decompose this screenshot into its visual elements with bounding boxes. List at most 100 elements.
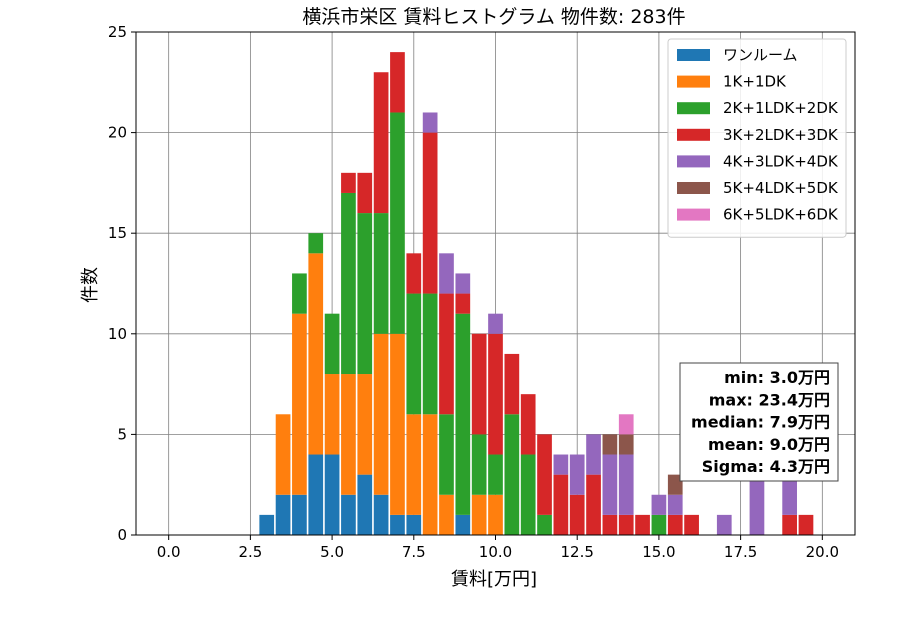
histogram-bar	[471, 333, 487, 435]
y-tick-label: 25	[108, 23, 127, 41]
histogram-bar	[422, 414, 438, 535]
histogram-bar	[488, 494, 503, 535]
histogram-bar	[553, 474, 569, 535]
histogram-bar	[455, 293, 471, 314]
histogram-bar	[439, 414, 454, 495]
histogram-bar	[602, 454, 618, 515]
x-tick-label: 12.5	[561, 543, 594, 561]
histogram-bar	[618, 514, 634, 535]
histogram-bar	[292, 313, 307, 495]
chart-title: 横浜市栄区 賃料ヒストグラム 物件数: 283件	[302, 6, 685, 28]
histogram-bar	[357, 172, 373, 214]
x-axis-label: 賃料[万円]	[451, 569, 537, 590]
legend-label: 6K+5LDK+6DK	[723, 206, 839, 224]
legend-swatch	[677, 102, 710, 115]
histogram-bar	[390, 112, 405, 334]
legend-swatch	[677, 182, 710, 194]
histogram-bar	[341, 374, 356, 495]
legend-label: 1K+1DK	[723, 73, 787, 91]
histogram-bar	[324, 454, 340, 535]
legend-label: ワンルーム	[723, 46, 798, 64]
histogram-bar	[390, 333, 405, 515]
histogram-bar	[292, 494, 307, 535]
histogram-bar	[537, 514, 552, 535]
histogram-bar	[471, 434, 487, 495]
y-axis-label: 件数	[80, 267, 101, 303]
x-tick-label: 7.5	[402, 543, 426, 561]
histogram-bar	[439, 494, 454, 535]
stats-line: mean: 9.0万円	[708, 435, 830, 454]
x-tick-label: 10.0	[479, 543, 512, 561]
histogram-bar	[618, 454, 634, 515]
legend-label: 5K+4LDK+5DK	[723, 179, 839, 197]
histogram-bar	[308, 233, 324, 254]
x-tick-label: 2.5	[238, 543, 262, 561]
histogram-bar	[275, 414, 291, 495]
histogram-bar	[488, 333, 503, 455]
histogram-bar	[749, 474, 765, 535]
histogram-bar	[455, 273, 471, 294]
stats-box: min: 3.0万円 max: 23.4万円 median: 7.9万円 mean: …	[679, 362, 839, 482]
histogram-bar	[488, 454, 503, 495]
histogram-bar	[602, 514, 618, 535]
bars	[259, 52, 814, 535]
histogram-bar	[324, 313, 340, 375]
histogram-bar	[667, 514, 683, 535]
y-tick-label: 10	[108, 325, 127, 343]
histogram-bar	[406, 253, 422, 294]
legend-swatch	[677, 155, 710, 168]
histogram-bar	[782, 514, 797, 535]
stats-line: median: 7.9万円	[691, 413, 830, 432]
histogram-bar	[635, 514, 650, 535]
histogram-bar	[586, 474, 601, 535]
histogram-bar	[455, 313, 471, 515]
histogram-bar	[488, 313, 503, 334]
histogram-bar	[520, 454, 536, 535]
histogram-bar	[390, 52, 405, 113]
histogram-bar	[406, 514, 422, 535]
histogram-bar	[308, 253, 324, 455]
legend-label: 4K+3LDK+4DK	[723, 152, 839, 170]
legend-label: 2K+1LDK+2DK	[723, 99, 839, 117]
histogram-bar	[618, 434, 634, 455]
histogram-bar	[537, 434, 552, 515]
histogram-bar	[618, 414, 634, 435]
histogram-bar	[373, 333, 389, 495]
histogram-bar	[406, 293, 422, 415]
histogram-bar	[341, 172, 356, 193]
x-tick-label: 20.0	[806, 543, 839, 561]
legend-swatch	[677, 208, 710, 221]
histogram-bar	[373, 494, 389, 535]
histogram-bar	[667, 494, 683, 515]
histogram-bar	[798, 514, 814, 535]
histogram-bar	[471, 494, 487, 535]
histogram-bar	[455, 514, 471, 535]
legend: ワンルーム 1K+1DK 2K+1LDK+2DK 3K+2LDK+3DK 4K+3LDK…	[667, 38, 847, 238]
x-tick-label: 5.0	[320, 543, 344, 561]
histogram-bar	[357, 474, 373, 535]
histogram-bar	[504, 414, 520, 535]
histogram-bar	[357, 374, 373, 475]
x-tick-label: 17.5	[724, 543, 757, 561]
histogram-bar	[716, 514, 732, 535]
histogram-bar	[684, 514, 699, 535]
y-tick-label: 0	[117, 526, 127, 544]
stats-line: max: 23.4万円	[709, 390, 830, 409]
x-tick-label: 0.0	[157, 543, 181, 561]
histogram-bar	[390, 514, 405, 535]
histogram-bar	[275, 494, 291, 535]
y-tick-label: 20	[108, 124, 127, 142]
histogram-bar	[667, 474, 683, 495]
histogram-bar	[439, 253, 454, 294]
histogram-bar	[373, 213, 389, 334]
axis-ticks: 0.0 2.5 5.0 7.5 10.0 12.5 15.0 17.5 20.0 0 5 10 15 20…	[108, 23, 839, 561]
histogram-bar	[357, 213, 373, 375]
histogram-bar	[422, 112, 438, 133]
histogram-bar	[373, 72, 389, 214]
histogram-bar	[504, 353, 520, 415]
histogram-bar	[259, 514, 275, 535]
legend-label: 3K+2LDK+3DK	[723, 126, 839, 144]
histogram-bar	[520, 394, 536, 455]
y-tick-label: 5	[117, 425, 127, 443]
